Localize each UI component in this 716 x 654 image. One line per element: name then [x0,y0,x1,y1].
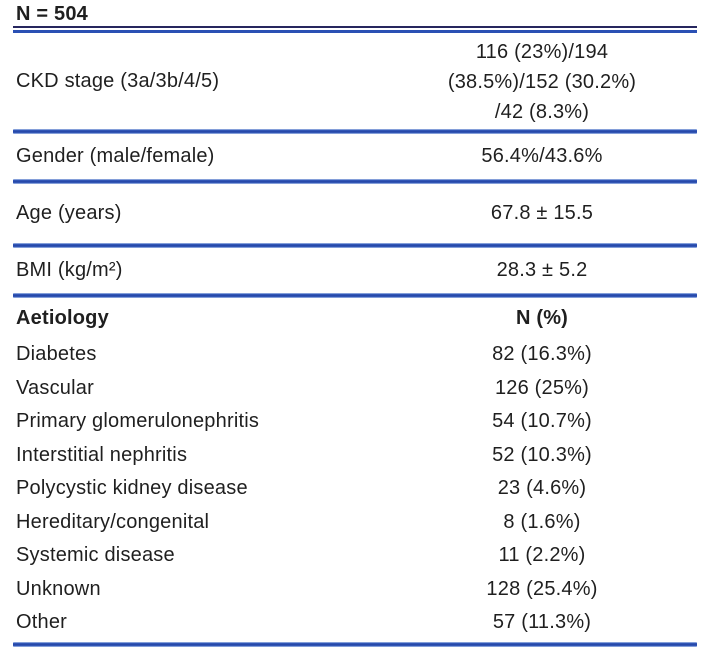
table-row-age: Age (years) 67.8 ± 15.5 [0,184,716,243]
header-rule-gap [13,28,697,30]
row-value: 128 (25.4%) [486,577,598,600]
row-value-line: (38.5%)/152 (30.2%) [447,71,637,93]
row-value: 57 (11.3%) [492,611,592,634]
row-label: Age (years) [16,202,122,224]
row-value-line: /42 (8.3%) [494,101,590,123]
section-header-value: N (%) [515,306,569,329]
row-divider [13,243,697,248]
table-row-polycystic-kidney-disease: Polycystic kidney disease 23 (4.6%) [0,472,716,506]
aetiology-section-header: Aetiology N (%) [0,298,716,338]
row-value: 56.4%/43.6% [481,145,603,167]
row-label: CKD stage (3a/3b/4/5) [16,69,220,92]
table-row-ckd-stage: CKD stage (3a/3b/4/5) 116 (23%)/194 (38.… [0,33,716,129]
row-value: 54 (10.7%) [492,410,592,433]
row-value: 8 (1.6%) [503,510,581,533]
table-row-hereditary-congenital: Hereditary/congenital 8 (1.6%) [0,506,716,540]
table-row-vascular: Vascular 126 (25%) [0,372,716,406]
row-value: 82 (16.3%) [492,343,592,366]
table-row-interstitial-nephritis: Interstitial nephritis 52 (10.3%) [0,439,716,473]
row-value: 11 (2.2%) [498,544,586,567]
table-row-systemic-disease: Systemic disease 11 (2.2%) [0,539,716,573]
row-label: Other [16,611,68,634]
table-row-bmi: BMI (kg/m²) 28.3 ± 5.2 [0,248,716,293]
row-divider [13,179,697,184]
table-title: N = 504 [16,3,89,25]
header-rule-dark-line [13,26,697,28]
table-bottom-rule [13,641,697,647]
row-value-line: 116 (23%)/194 [475,41,609,63]
row-value: 67.8 ± 15.5 [490,202,594,224]
row-divider [13,293,697,298]
table-row-diabetes: Diabetes 82 (16.3%) [0,338,716,372]
row-label: Unknown [16,577,101,600]
row-value: 116 (23%)/194 (38.5%)/152 (30.2%) /42 (8… [382,35,702,127]
row-label: Gender (male/female) [16,145,215,167]
table-row-primary-glomerulonephritis: Primary glomerulonephritis 54 (10.7%) [0,405,716,439]
row-label: Hereditary/congenital [16,510,210,533]
row-label: Vascular [16,376,94,399]
section-header-label: Aetiology [16,306,109,329]
row-label: Diabetes [16,343,97,366]
row-divider [13,129,697,134]
row-label: Primary glomerulonephritis [16,410,260,433]
row-label: BMI (kg/m²) [16,259,123,281]
table-row-other: Other 57 (11.3%) [0,606,716,640]
row-label: Systemic disease [16,544,175,567]
row-value: 28.3 ± 5.2 [496,259,588,281]
table-row-gender: Gender (male/female) 56.4%/43.6% [0,134,716,179]
row-value: 23 (4.6%) [497,477,587,500]
header-rule [13,26,697,33]
row-label: Interstitial nephritis [16,443,188,466]
row-value: 52 (10.3%) [492,443,592,466]
table-row-unknown: Unknown 128 (25.4%) [0,573,716,607]
row-value: 126 (25%) [494,376,590,399]
row-label: Polycystic kidney disease [16,477,248,500]
header-rule-blue-line [13,30,697,33]
